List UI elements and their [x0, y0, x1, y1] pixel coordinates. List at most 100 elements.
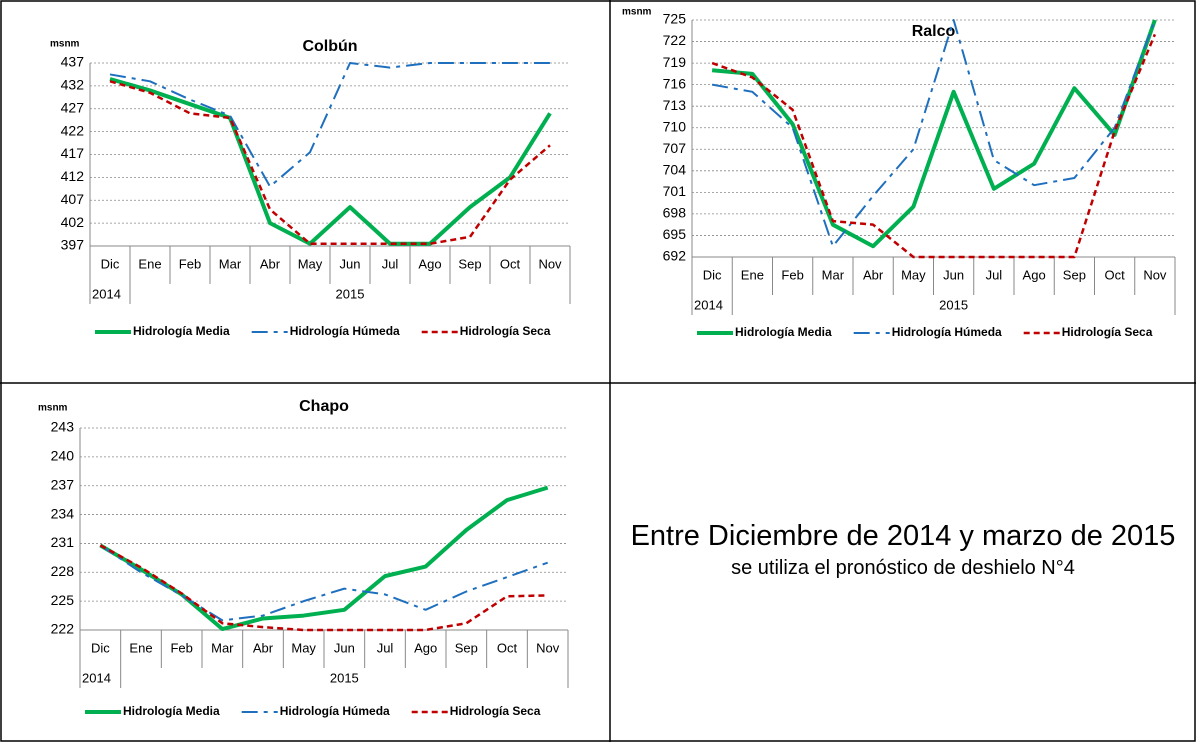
legend-label: Hidrología Media: [133, 324, 230, 338]
year-label: 2015: [939, 297, 968, 312]
y-tick-label: 234: [51, 505, 75, 521]
series-line: [99, 544, 549, 622]
x-tick-label: Abr: [253, 640, 274, 655]
x-tick-label: Abr: [260, 256, 281, 271]
x-tick-label: Dic: [91, 640, 110, 655]
x-tick-label: Mar: [822, 267, 845, 282]
y-tick-label: 397: [61, 237, 85, 253]
series-line: [711, 19, 1156, 248]
y-tick-label: 231: [51, 534, 75, 550]
y-tick-label: 701: [663, 183, 687, 199]
x-tick-label: Dic: [101, 256, 120, 271]
legend-label: Hidrología Húmeda: [290, 324, 400, 338]
x-tick-label: Jun: [340, 256, 361, 271]
x-tick-label: Ene: [129, 640, 152, 655]
y-axis-label: msnm: [622, 7, 652, 18]
y-tick-label: 698: [663, 205, 687, 221]
x-tick-label: Jul: [986, 267, 1003, 282]
chart-title: Colbún: [302, 38, 357, 55]
legend-label: Hidrología Media: [735, 325, 832, 339]
x-tick-label: Sep: [1063, 267, 1086, 282]
y-tick-label: 225: [51, 592, 75, 608]
x-tick-label: Ene: [138, 256, 161, 271]
legend-label: Hidrología Húmeda: [280, 704, 390, 718]
legend-label: Hidrología Media: [123, 704, 220, 718]
x-tick-label: Oct: [497, 640, 518, 655]
series-line: [109, 62, 550, 188]
year-label: 2014: [92, 286, 121, 301]
y-tick-label: 243: [51, 419, 75, 435]
y-tick-label: 402: [61, 214, 85, 230]
y-axis-label: msnm: [50, 39, 80, 50]
y-tick-label: 725: [663, 11, 687, 27]
y-tick-label: 713: [663, 97, 687, 113]
x-tick-label: Jun: [334, 640, 355, 655]
x-tick-label: Ago: [1023, 267, 1046, 282]
x-tick-label: Feb: [781, 267, 803, 282]
chart-title: Chapo: [299, 398, 349, 415]
series-line: [711, 33, 1157, 259]
x-tick-label: Jun: [943, 267, 964, 282]
y-tick-label: 692: [663, 248, 687, 264]
year-label: 2015: [330, 670, 359, 685]
x-tick-label: May: [901, 267, 926, 282]
x-tick-label: Mar: [219, 256, 242, 271]
series-line: [711, 19, 1157, 249]
x-tick-label: Feb: [179, 256, 201, 271]
x-tick-label: Abr: [863, 267, 884, 282]
y-axis-label: msnm: [38, 403, 68, 414]
x-tick-label: Sep: [458, 256, 481, 271]
y-tick-label: 240: [51, 448, 75, 464]
y-tick-label: 417: [61, 145, 85, 161]
x-tick-label: Oct: [1105, 267, 1126, 282]
y-tick-label: 695: [663, 226, 687, 242]
x-tick-label: Sep: [455, 640, 478, 655]
y-tick-label: 422: [61, 122, 85, 138]
x-tick-label: Jul: [382, 256, 399, 271]
y-tick-label: 710: [663, 118, 687, 134]
y-tick-label: 719: [663, 54, 687, 70]
x-tick-label: Nov: [1143, 267, 1167, 282]
legend-label: Hidrología Seca: [1062, 325, 1153, 339]
x-tick-label: Feb: [170, 640, 192, 655]
legend-label: Hidrología Seca: [460, 324, 551, 338]
y-tick-label: 437: [61, 54, 85, 70]
legend-label: Hidrología Seca: [450, 704, 541, 718]
series-line: [109, 80, 551, 245]
y-tick-label: 407: [61, 191, 85, 207]
note-sub: se utiliza el pronóstico de deshielo N°4: [731, 557, 1075, 579]
x-tick-label: Dic: [703, 267, 722, 282]
x-tick-label: Ago: [414, 640, 437, 655]
y-tick-label: 237: [51, 476, 75, 492]
year-label: 2014: [694, 297, 723, 312]
x-tick-label: Jul: [377, 640, 394, 655]
y-tick-label: 222: [51, 621, 75, 637]
legend-label: Hidrología Húmeda: [892, 325, 1002, 339]
x-tick-label: Ago: [418, 256, 441, 271]
year-label: 2015: [336, 286, 365, 301]
series-line: [109, 77, 552, 246]
x-tick-label: Nov: [536, 640, 560, 655]
x-tick-label: Ene: [741, 267, 764, 282]
x-tick-label: Mar: [211, 640, 234, 655]
y-tick-label: 427: [61, 99, 85, 115]
chart-title: Ralco: [912, 23, 956, 40]
year-label: 2014: [82, 670, 111, 685]
y-tick-label: 228: [51, 563, 75, 579]
y-tick-label: 707: [663, 140, 687, 156]
y-tick-label: 722: [663, 32, 687, 48]
y-tick-label: 412: [61, 168, 85, 184]
y-tick-label: 432: [61, 77, 85, 93]
note-main: Entre Diciembre de 2014 y marzo de 2015: [630, 520, 1176, 552]
x-tick-label: May: [291, 640, 316, 655]
y-tick-label: 704: [663, 162, 687, 178]
series-line: [99, 485, 549, 632]
x-tick-label: May: [298, 256, 323, 271]
y-tick-label: 716: [663, 75, 687, 91]
x-tick-label: Oct: [500, 256, 521, 271]
note: Entre Diciembre de 2014 y marzo de 2015 …: [625, 520, 1181, 580]
x-tick-label: Nov: [538, 256, 562, 271]
